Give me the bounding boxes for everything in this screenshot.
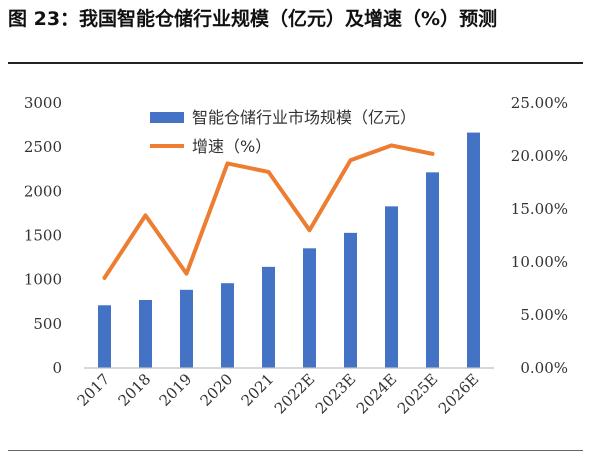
line-series-layer: [102, 143, 435, 280]
y-left-tick-label: 2500: [24, 138, 62, 156]
x-tick-label: 2017: [74, 370, 114, 410]
x-axis: 2017 2018 2019 2020 20212022E2023E2024E2025E…: [74, 370, 483, 417]
title-divider: [8, 62, 583, 64]
legend-line-label: 增速（%）: [192, 137, 271, 156]
y-axis-right: 0.00% 5.00% 10.00% 15.00% 20.00% 25.00%: [511, 94, 568, 377]
y-left-tick-label: 1000: [24, 271, 62, 289]
legend-bar-label: 智能仓储行业市场规模（亿元）: [192, 108, 416, 127]
x-tick-label: 2025E: [394, 370, 441, 417]
legend-bar-swatch: [150, 112, 184, 123]
y-right-tick-label: 5.00%: [520, 306, 568, 324]
bar: [303, 248, 316, 368]
y-left-tick-label: 1500: [24, 227, 62, 245]
growth-line: [102, 143, 435, 280]
x-tick-label: 2024E: [353, 370, 400, 417]
bar: [180, 289, 193, 368]
y-right-tick-label: 15.00%: [511, 200, 568, 218]
y-left-tick-label: 500: [33, 315, 62, 333]
chart-title: 图 23：我国智能仓储行业规模（亿元）及增速（%）预测: [8, 8, 498, 30]
bar: [385, 206, 398, 368]
y-left-tick-label: 3000: [24, 94, 62, 112]
y-left-tick-label: 2000: [24, 182, 62, 200]
bar: [98, 305, 111, 368]
bottom-divider: [8, 450, 583, 451]
x-tick-label: 2020: [197, 370, 237, 410]
x-tick-label: 2019: [156, 370, 196, 410]
bar: [139, 299, 152, 368]
bar: [467, 132, 480, 368]
bar: [221, 283, 234, 368]
y-right-tick-label: 25.00%: [511, 94, 568, 112]
y-axis-left: 0 500 1000 1500 2000 2500 3000: [24, 94, 62, 377]
y-right-tick-label: 20.00%: [511, 147, 568, 165]
bar-series: [98, 132, 480, 368]
x-tick-label: 2023E: [312, 370, 359, 417]
y-left-tick-label: 0: [52, 359, 62, 377]
x-tick-label: 2018: [115, 370, 155, 410]
x-tick-label: 2022E: [271, 370, 318, 417]
y-right-tick-label: 0.00%: [520, 359, 568, 377]
bar: [426, 172, 439, 368]
bar: [344, 232, 357, 368]
bar: [262, 266, 275, 368]
legend: 智能仓储行业市场规模（亿元） 增速（%）: [150, 108, 416, 156]
x-tick-label: 2026E: [435, 370, 482, 417]
y-right-tick-label: 10.00%: [511, 253, 568, 271]
